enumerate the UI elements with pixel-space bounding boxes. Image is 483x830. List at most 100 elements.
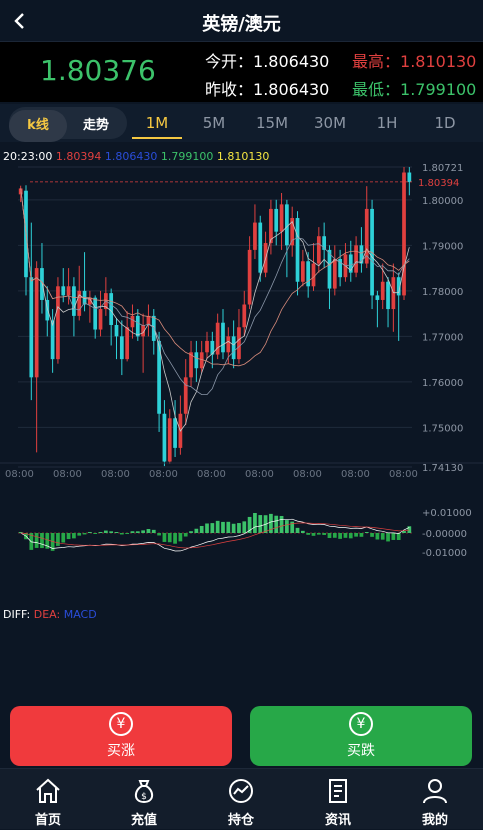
macd-histogram-bar	[146, 528, 151, 533]
macd-histogram-bar	[343, 533, 348, 538]
buy-up-button[interactable]: ¥ 买涨	[10, 706, 232, 766]
nav-news[interactable]: 资讯	[290, 769, 386, 830]
candle-body	[205, 340, 209, 353]
macd-histogram-bar	[199, 525, 204, 533]
macd-histogram-bar	[269, 513, 273, 533]
macd-histogram-bar	[109, 531, 114, 533]
timeframe-1h[interactable]: 1H	[376, 114, 398, 132]
macd-histogram-bar	[125, 533, 130, 534]
macd-histogram-bar	[157, 533, 161, 536]
candle-body	[109, 293, 114, 325]
candle-body	[247, 249, 252, 305]
candle-body	[34, 268, 39, 378]
candle-body	[210, 340, 215, 355]
page-title: 英镑/澳元	[202, 14, 281, 35]
price-tick-label: 1.76000	[422, 378, 463, 389]
candle-body	[130, 315, 135, 328]
nav-home-label: 首页	[34, 813, 61, 828]
prev-close-label: 昨收：	[205, 80, 254, 99]
tab-kline[interactable]: k线	[9, 110, 67, 142]
buy-down-button[interactable]: ¥ 买跌	[250, 706, 472, 766]
macd-histogram-bar	[114, 532, 119, 533]
candle-body	[119, 336, 124, 360]
macd-histogram-bar	[370, 533, 374, 537]
macd-histogram-bar	[189, 531, 193, 533]
candle-body	[231, 336, 236, 360]
candle-body	[332, 258, 337, 289]
macd-histogram-bar	[332, 533, 337, 538]
macd-histogram-bar	[407, 526, 412, 533]
open-value: 1.806430	[253, 52, 330, 71]
macd-histogram-bar	[66, 533, 71, 540]
macd-histogram-bar	[396, 533, 401, 540]
timeframe-1d[interactable]: 1D	[434, 114, 456, 132]
time-tick-label: 08:00	[197, 469, 226, 480]
macd-histogram-bar	[141, 530, 145, 533]
macd-histogram-bar	[386, 533, 390, 542]
candle-body	[380, 281, 385, 300]
macd-histogram-bar	[162, 533, 167, 542]
macd-histogram-bar	[226, 521, 231, 533]
top-bar: 英镑/澳元	[0, 0, 483, 42]
candle-body	[98, 309, 103, 330]
macd-histogram-bar	[18, 532, 23, 533]
candle-body	[88, 297, 92, 305]
macd-histogram-bar	[279, 515, 284, 533]
nav-mine[interactable]: 我的	[387, 769, 483, 830]
price-tick-label: 1.74130	[422, 463, 463, 474]
timeframe-1m[interactable]: 1M	[132, 107, 182, 139]
nav-home[interactable]: 首页	[0, 769, 96, 830]
macd-histogram-bar	[61, 533, 66, 543]
candle-body	[199, 352, 204, 369]
candle-body	[226, 336, 231, 353]
time-tick-label: 08:00	[341, 469, 370, 480]
macd-histogram-bar	[242, 521, 247, 533]
macd-histogram-bar	[45, 533, 50, 549]
document-icon	[329, 779, 347, 803]
time-tick-label: 08:00	[389, 469, 418, 480]
macd-histogram-bar	[151, 529, 156, 533]
candle-body	[295, 218, 300, 282]
candle-body	[45, 299, 50, 321]
back-arrow-icon[interactable]	[10, 11, 30, 31]
open-price: 今开：1.806430	[205, 48, 329, 72]
macd-histogram-bar	[50, 533, 55, 551]
macd-histogram-bar	[173, 533, 177, 544]
price-tick-label: 1.79000	[422, 241, 463, 252]
candle-body	[306, 261, 311, 287]
candle-body	[364, 208, 369, 264]
timeframe-15m[interactable]: 15M	[255, 114, 289, 132]
kline-chart[interactable]: 1.80721 1.80000 1.79000 1.78000 1.77000 1.760…	[0, 142, 483, 702]
macd-histogram-bar	[215, 520, 220, 533]
macd-histogram-bar	[316, 533, 321, 535]
candle-body	[157, 340, 161, 414]
nav-positions[interactable]: 持仓	[193, 769, 289, 830]
macd-histogram-bar	[178, 533, 183, 542]
macd-histogram-bar	[295, 527, 300, 533]
candle-body	[316, 236, 321, 264]
macd-histogram-bar	[77, 533, 82, 536]
timeframe-5m[interactable]: 5M	[202, 114, 226, 132]
yuan-up-icon: ¥	[109, 712, 133, 736]
macd-histogram-bar	[167, 533, 172, 543]
time-tick-label: 08:00	[293, 469, 322, 480]
kline-legend: 20:23:00 1.80394 1.806430 1.799100 1.810…	[3, 150, 269, 163]
candle-body	[274, 208, 279, 232]
candle-body	[173, 418, 177, 448]
candle-body	[300, 261, 305, 282]
svg-text:$: $	[141, 792, 147, 802]
candle-body	[61, 286, 66, 296]
legend-ma4: 1.810130	[216, 150, 270, 163]
macd-histogram-bar	[300, 530, 305, 533]
macd-legend: DIFF: DEA: MACD	[3, 608, 97, 621]
candle-body	[189, 352, 193, 378]
macd-histogram-bar	[210, 523, 215, 533]
nav-deposit[interactable]: $ 充值	[96, 769, 192, 830]
candle-body	[77, 290, 82, 316]
timeframe-30m[interactable]: 30M	[313, 114, 347, 132]
macd-histogram-bar	[402, 531, 406, 533]
user-icon	[423, 779, 447, 804]
candle-body	[322, 236, 327, 250]
tab-trend[interactable]: 走势	[82, 118, 109, 133]
candle-body	[146, 315, 151, 325]
